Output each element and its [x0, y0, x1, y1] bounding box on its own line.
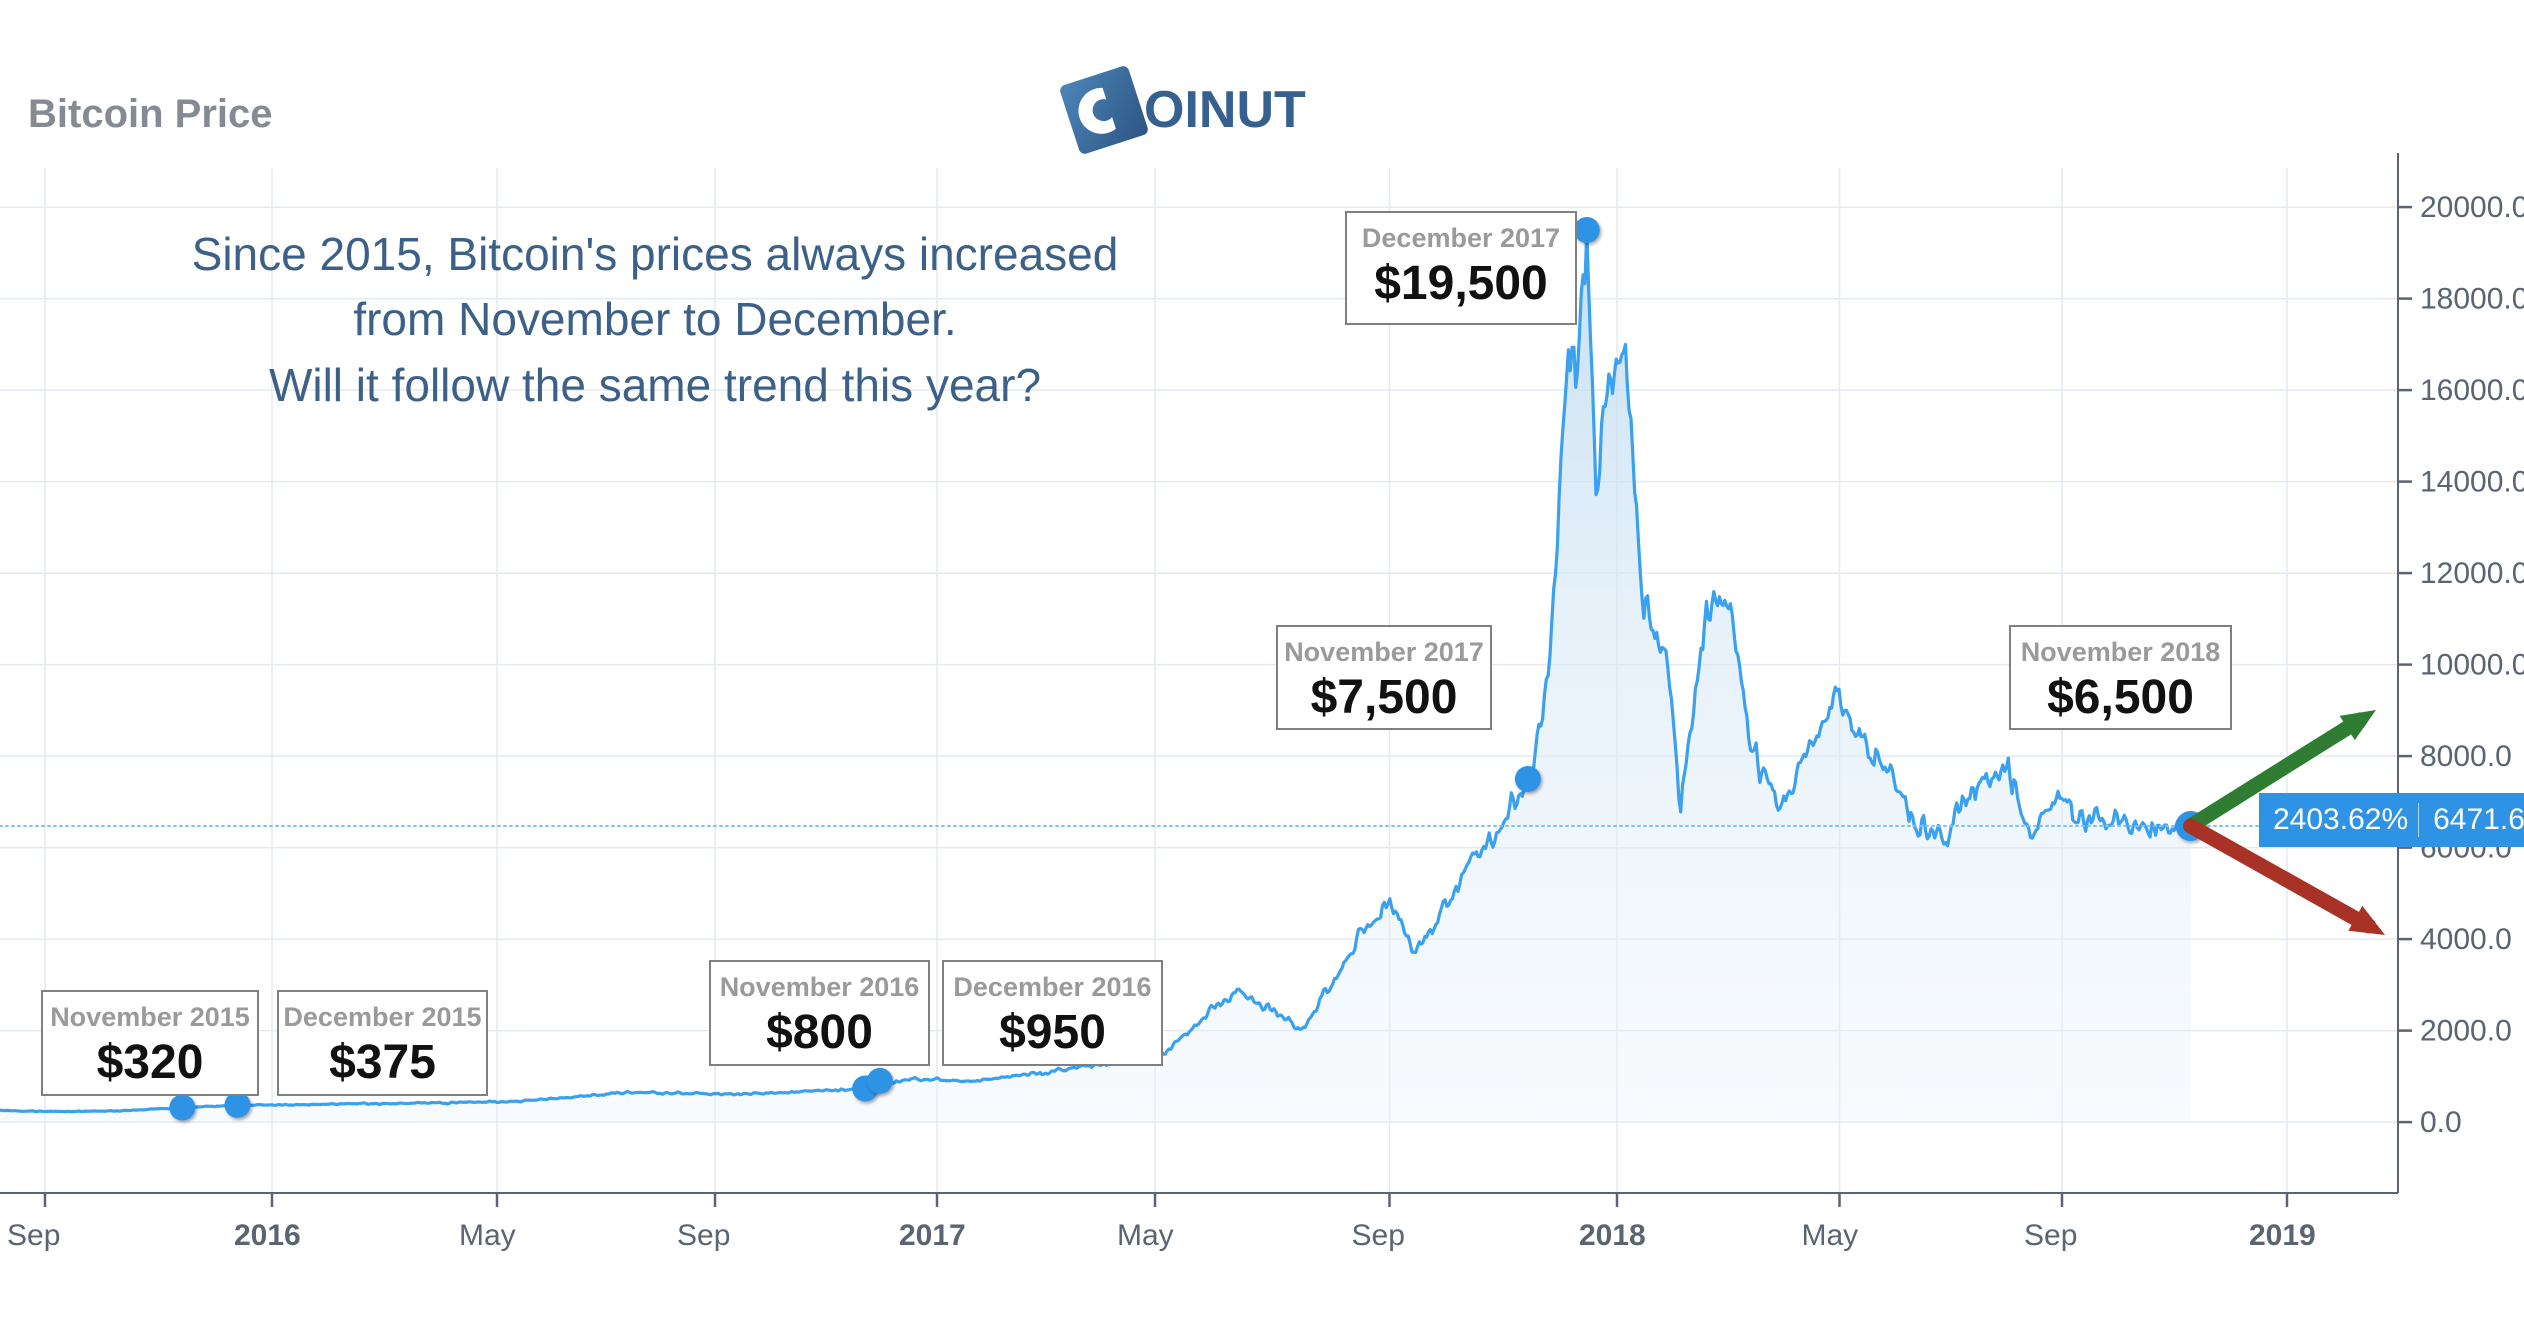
svg-text:Sep: Sep	[1352, 1219, 1405, 1252]
svg-text:May: May	[1802, 1219, 1859, 1252]
svg-text:2018: 2018	[1579, 1219, 1646, 1252]
svg-text:May: May	[459, 1219, 516, 1252]
svg-text:2017: 2017	[899, 1219, 966, 1252]
svg-text:14000.0: 14000.0	[2420, 466, 2524, 499]
svg-text:May: May	[1117, 1219, 1174, 1252]
svg-text:10000.0: 10000.0	[2420, 649, 2524, 682]
svg-text:2000.0: 2000.0	[2420, 1015, 2512, 1048]
svg-text:20000.0: 20000.0	[2420, 191, 2524, 224]
svg-text:2016: 2016	[234, 1219, 301, 1252]
svg-text:Sep: Sep	[677, 1219, 730, 1252]
svg-text:4000.0: 4000.0	[2420, 923, 2512, 956]
svg-text:16000.0: 16000.0	[2420, 374, 2524, 407]
svg-text:2019: 2019	[2249, 1219, 2316, 1252]
svg-text:Sep: Sep	[2024, 1219, 2077, 1252]
svg-text:8000.0: 8000.0	[2420, 740, 2512, 773]
svg-text:0.0: 0.0	[2420, 1106, 2462, 1139]
svg-text:Sep: Sep	[7, 1219, 60, 1252]
svg-text:12000.0: 12000.0	[2420, 557, 2524, 590]
svg-text:OINUT: OINUT	[1144, 81, 1306, 139]
svg-text:18000.0: 18000.0	[2420, 283, 2524, 316]
